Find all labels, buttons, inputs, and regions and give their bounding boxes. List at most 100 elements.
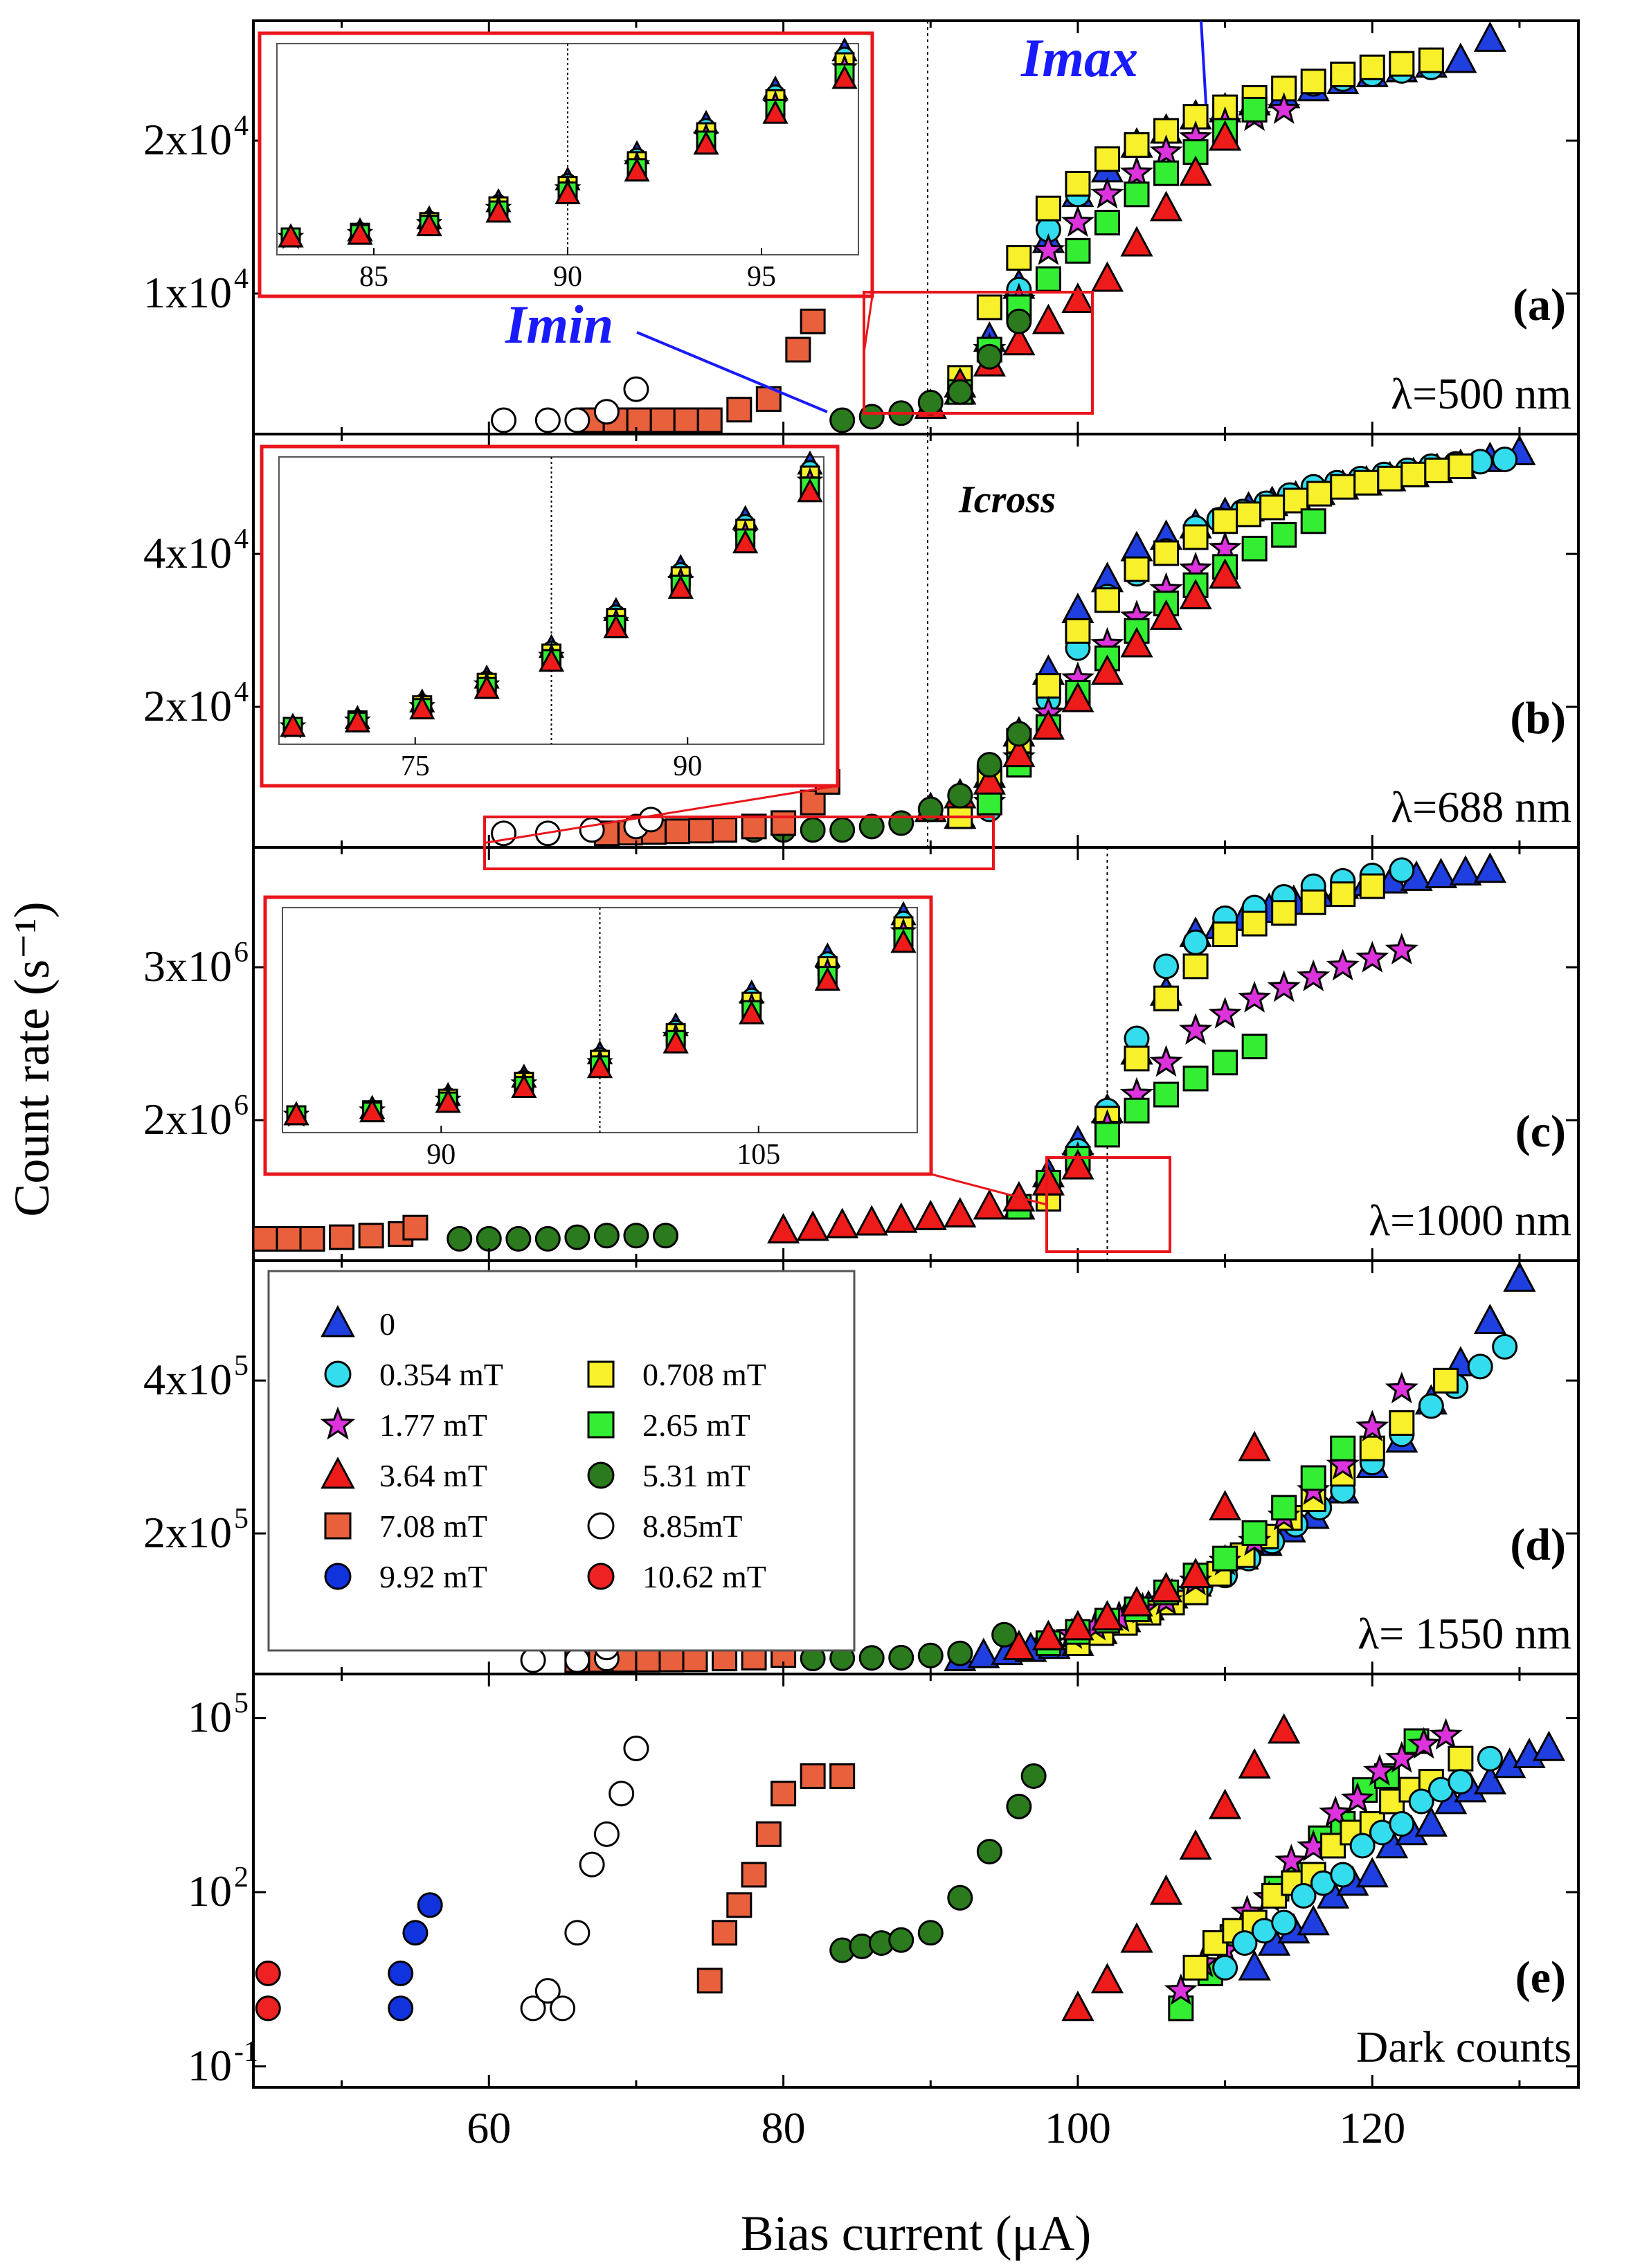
- data-point: [688, 818, 714, 844]
- data-point: [1330, 881, 1356, 908]
- data-point: [649, 407, 676, 433]
- imin-annotation: Imin: [505, 294, 613, 354]
- data-point: [626, 407, 652, 433]
- data-point: [299, 1225, 325, 1252]
- legend-label: 5.31 mT: [642, 1458, 750, 1493]
- data-point: [1120, 1585, 1153, 1617]
- data-point: [755, 1821, 782, 1847]
- data-point: [1120, 226, 1153, 257]
- data-point: [593, 1223, 620, 1249]
- data-point: [276, 1225, 302, 1252]
- data-point: [1061, 681, 1094, 712]
- data-point: [623, 1223, 649, 1249]
- data-point: [520, 1995, 546, 2022]
- data-point: [826, 1207, 859, 1239]
- panel-tag: (d): [1510, 1520, 1566, 1570]
- data-point: [917, 796, 944, 822]
- data-point: [1153, 160, 1180, 186]
- data-point: [1340, 1781, 1375, 1814]
- y-tick-label: 1x10: [143, 268, 232, 317]
- legend-label: 9.92 mT: [379, 1559, 487, 1594]
- inset-frame: [258, 31, 874, 298]
- data-point: [1319, 1795, 1353, 1828]
- panel-series: [491, 21, 1506, 433]
- data-point: [1408, 1788, 1434, 1815]
- data-point: [712, 817, 738, 843]
- data-point: [1241, 910, 1268, 937]
- legend-label: 8.85mT: [642, 1509, 742, 1544]
- data-point: [800, 308, 826, 334]
- data-point: [1153, 985, 1180, 1011]
- legend-marker: [587, 1512, 615, 1540]
- data-point: [1268, 1713, 1301, 1744]
- data-point: [673, 407, 699, 433]
- data-point: [1182, 524, 1209, 550]
- data-point: [1209, 120, 1242, 151]
- data-point: [1031, 233, 1065, 265]
- inset-data-point: [797, 478, 823, 503]
- data-point: [1271, 522, 1297, 548]
- annotations: Imax Imin Icross: [505, 20, 1207, 521]
- data-point: [1094, 210, 1120, 236]
- data-point: [1492, 1333, 1518, 1360]
- data-point: [1006, 308, 1032, 334]
- data-point: [1164, 1973, 1198, 2006]
- data-point: [564, 1920, 591, 1946]
- inset-frame: [260, 444, 840, 788]
- inset-data-point: [831, 64, 858, 89]
- wavelength-label: λ=688 nm: [1391, 782, 1571, 831]
- data-point: [579, 1851, 605, 1878]
- data-point: [1212, 508, 1238, 534]
- data-point: [973, 764, 1006, 795]
- y-axis-title: Count rate (s⁻¹): [4, 901, 60, 1216]
- inset-tick-label: 95: [747, 261, 776, 293]
- legend-label: 0: [379, 1306, 395, 1342]
- imax-annotation: Imax: [1020, 28, 1138, 88]
- data-point: [1065, 170, 1091, 197]
- data-point: [976, 294, 1002, 321]
- inset-tick-label: 75: [401, 750, 430, 782]
- inset-data-point: [762, 100, 789, 124]
- y-tick-label: 4x10: [143, 1355, 232, 1404]
- data-point: [1035, 195, 1061, 222]
- data-point: [388, 1960, 414, 1986]
- data-point: [358, 1223, 384, 1249]
- inset-tick-label: 90: [673, 750, 702, 782]
- inset-data-point: [739, 1000, 765, 1025]
- data-point: [1238, 1430, 1271, 1461]
- inset-data-point: [693, 130, 719, 155]
- data-point: [1414, 1806, 1448, 1837]
- panel-series: [520, 1261, 1536, 1673]
- inset-data-point: [416, 212, 442, 237]
- imin-arrow: [636, 331, 828, 413]
- inset-data-point: [511, 1074, 537, 1099]
- data-point: [800, 1763, 826, 1789]
- y-tick-label: 2x10: [143, 115, 232, 164]
- data-point: [1320, 1833, 1346, 1859]
- y-tick-label: 10: [188, 1866, 232, 1916]
- data-point: [1267, 970, 1301, 1002]
- panel-tag: (a): [1513, 280, 1566, 330]
- data-point: [1355, 1410, 1389, 1442]
- inset-data-point: [409, 695, 435, 720]
- data-point: [1090, 654, 1124, 685]
- data-point: [726, 1892, 753, 1918]
- data-point: [1241, 1520, 1268, 1547]
- panel-tag: (e): [1515, 1952, 1566, 2003]
- data-point: [885, 1202, 918, 1233]
- data-point: [447, 1225, 473, 1252]
- data-point: [726, 397, 753, 423]
- inset-tick-label: 85: [359, 261, 388, 293]
- data-point: [858, 404, 885, 430]
- data-point: [991, 1621, 1018, 1648]
- data-point: [1149, 599, 1183, 630]
- y-tick-exponent: 4: [234, 263, 249, 295]
- data-point: [1330, 474, 1356, 500]
- data-point: [1359, 873, 1385, 899]
- data-point: [658, 1646, 685, 1673]
- data-point: [947, 1640, 973, 1666]
- wavelength-label: Dark counts: [1356, 2022, 1571, 2071]
- y-tick-exponent: 5: [234, 1503, 249, 1535]
- data-point: [505, 1225, 532, 1252]
